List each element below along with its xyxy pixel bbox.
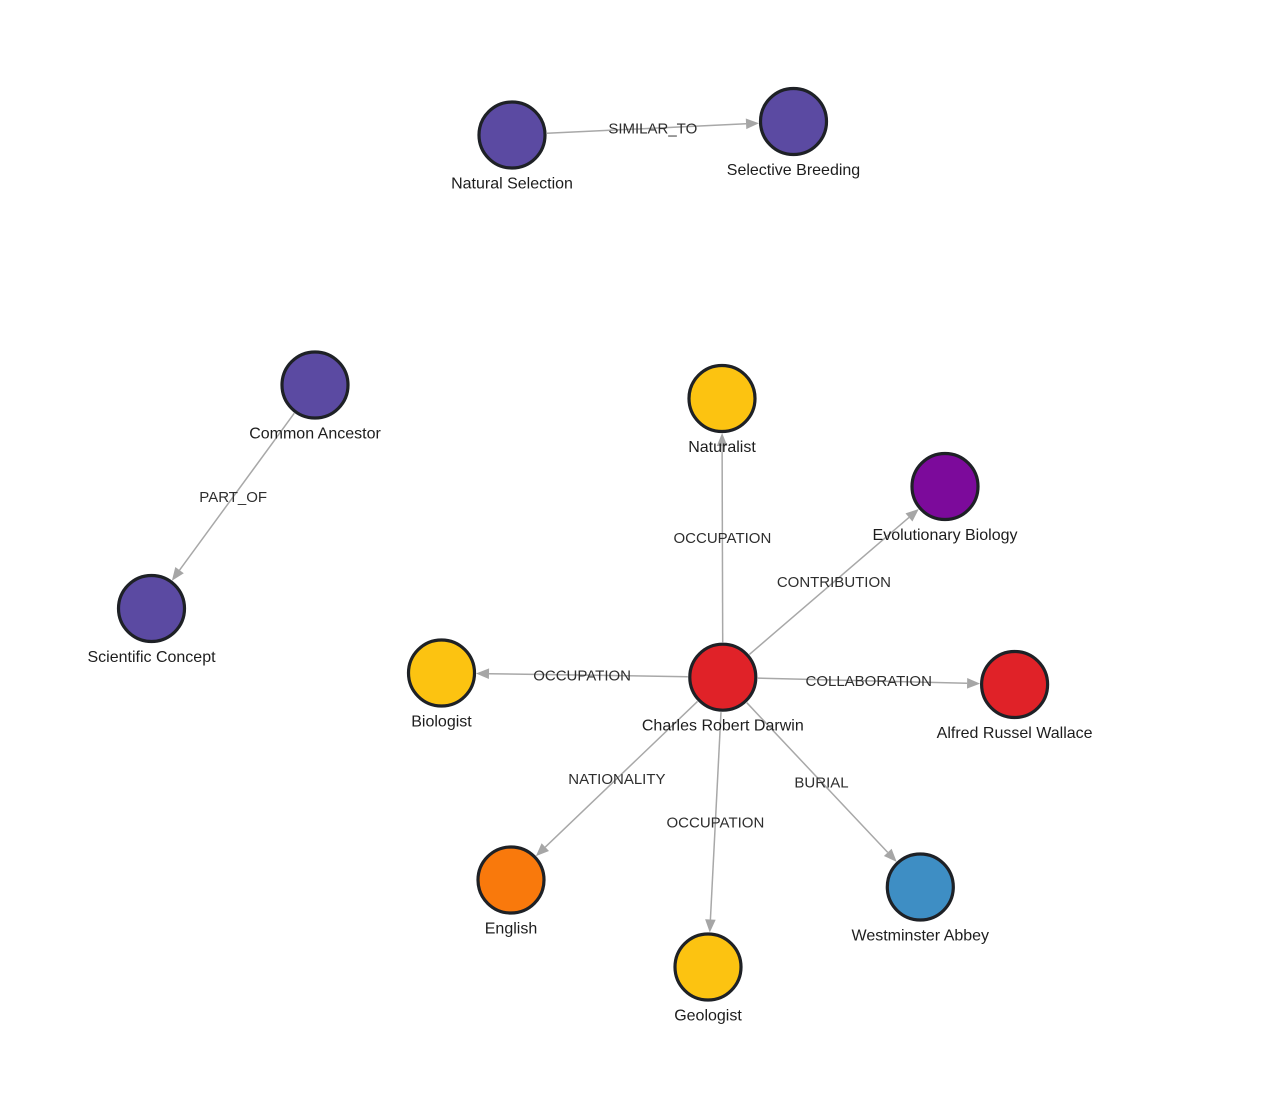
svg-text:Evolutionary Biology: Evolutionary Biology [873,527,1018,544]
svg-text:Geologist: Geologist [674,1008,742,1025]
svg-text:PART_OF: PART_OF [199,489,267,506]
svg-text:Naturalist: Naturalist [688,439,756,456]
svg-text:Charles Robert Darwin: Charles Robert Darwin [642,718,804,735]
svg-text:CONTRIBUTION: CONTRIBUTION [777,574,891,591]
svg-text:Biologist: Biologist [411,714,472,731]
svg-text:Alfred Russel Wallace: Alfred Russel Wallace [937,725,1093,742]
svg-text:NATIONALITY: NATIONALITY [568,771,665,788]
svg-text:Selective Breeding: Selective Breeding [727,162,860,179]
svg-text:SIMILAR_TO: SIMILAR_TO [608,120,697,137]
svg-text:COLLABORATION: COLLABORATION [805,673,931,690]
svg-text:Westminster Abbey: Westminster Abbey [852,928,990,945]
svg-text:Scientific Concept: Scientific Concept [87,649,216,666]
svg-text:OCCUPATION: OCCUPATION [533,667,631,684]
svg-text:Natural Selection: Natural Selection [451,176,573,193]
svg-text:English: English [485,921,537,938]
svg-text:Common Ancestor: Common Ancestor [249,426,381,443]
svg-text:BURIAL: BURIAL [794,774,848,791]
svg-text:OCCUPATION: OCCUPATION [667,814,765,831]
svg-text:OCCUPATION: OCCUPATION [674,530,772,547]
